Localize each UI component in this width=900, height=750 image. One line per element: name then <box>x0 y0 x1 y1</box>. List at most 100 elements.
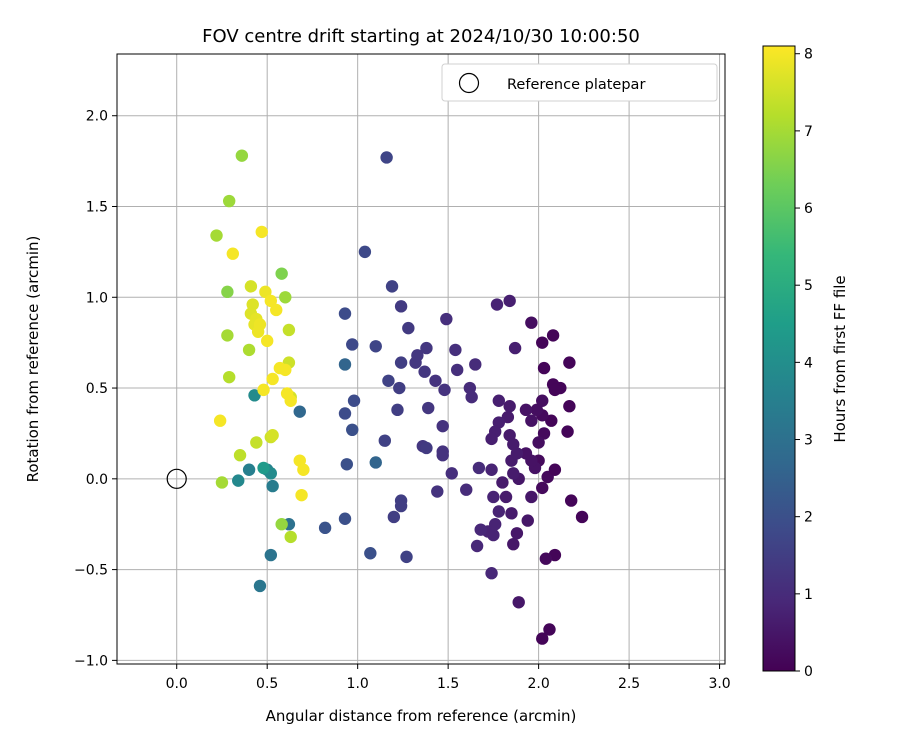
data-point <box>215 476 229 489</box>
data-point <box>521 514 534 527</box>
data-point <box>226 247 240 260</box>
y-tick-label: −1.0 <box>74 653 108 669</box>
data-point <box>318 521 332 535</box>
data-point <box>235 149 249 162</box>
data-point <box>561 425 574 438</box>
data-point <box>369 456 382 469</box>
data-point <box>282 323 296 337</box>
data-point <box>431 485 444 498</box>
data-point <box>503 400 516 413</box>
data-point <box>505 507 518 520</box>
x-axis-label: Angular distance from reference (arcmin) <box>266 707 577 725</box>
data-point <box>546 329 560 342</box>
data-point <box>420 341 433 355</box>
data-point <box>564 494 578 507</box>
data-point <box>382 374 395 387</box>
data-point <box>378 434 392 447</box>
data-point <box>422 401 435 415</box>
colorbar-tick-label: 7 <box>804 124 813 140</box>
data-point <box>232 474 245 487</box>
data-point <box>295 488 308 502</box>
data-point <box>525 414 538 427</box>
y-tick-label: 1.0 <box>86 290 108 306</box>
reference-platepar-marker <box>166 468 187 489</box>
data-point <box>242 343 256 357</box>
data-point <box>485 567 498 580</box>
data-point <box>380 151 393 164</box>
colorbar-tick-label: 6 <box>804 201 813 217</box>
data-point <box>510 527 524 540</box>
data-point <box>222 194 236 208</box>
data-point <box>537 361 551 375</box>
data-point <box>465 390 478 404</box>
data-point <box>418 365 431 378</box>
data-point <box>411 349 424 362</box>
data-point <box>438 383 451 397</box>
legend-marker-reference-platepar <box>458 72 480 94</box>
x-tick-label: 0.5 <box>256 676 278 692</box>
data-point <box>445 467 458 480</box>
data-point <box>279 291 292 304</box>
data-point <box>472 461 486 475</box>
data-point <box>347 394 361 407</box>
data-point <box>469 358 482 371</box>
data-point <box>387 510 401 524</box>
data-point <box>488 518 502 531</box>
data-point <box>394 499 408 513</box>
data-point <box>436 449 449 462</box>
data-point <box>364 547 377 560</box>
data-point <box>519 403 533 417</box>
data-point <box>221 285 234 299</box>
data-point <box>536 394 549 407</box>
legend-box <box>441 63 718 102</box>
data-point <box>257 383 270 397</box>
data-point <box>460 483 473 496</box>
data-point <box>393 381 406 395</box>
data-point <box>536 632 549 645</box>
data-point <box>394 300 408 313</box>
data-point <box>253 579 267 593</box>
data-point <box>470 539 484 553</box>
data-point <box>279 363 292 377</box>
axis-ticks: 0.0 0.5 1.0 1.5 2.0 2.5 3.0 −1.0 −0.5 0.0 0.5 1.0 1.… <box>74 109 731 692</box>
data-point <box>255 225 268 239</box>
colorbar-label: Hours from first FF file <box>831 275 849 442</box>
colorbar-tick-label: 8 <box>804 47 813 63</box>
data-point <box>222 370 236 384</box>
data-point <box>340 458 354 471</box>
data-point <box>284 530 297 544</box>
data-point <box>266 372 279 386</box>
data-point <box>436 419 449 433</box>
chart-title: FOV centre drift starting at 2024/10/30 … <box>202 26 640 47</box>
x-tick-label: 1.5 <box>437 676 459 692</box>
legend-label-reference-platepar: Reference platepar <box>507 77 645 93</box>
data-point <box>536 336 549 349</box>
colorbar-ticks: 0 1 2 3 4 5 6 7 8 <box>795 47 813 680</box>
data-point <box>260 334 274 348</box>
data-point <box>525 316 538 329</box>
data-point <box>508 341 522 355</box>
data-point <box>297 463 310 476</box>
data-point <box>338 512 352 525</box>
y-tick-label: 0.0 <box>86 472 108 488</box>
data-point <box>487 490 500 504</box>
data-point <box>485 432 498 446</box>
x-tick-label: 3.0 <box>708 676 730 692</box>
colorbar-tick-label: 1 <box>804 587 813 603</box>
data-point <box>530 403 544 417</box>
data-point <box>369 340 382 353</box>
data-point <box>474 523 487 536</box>
data-point <box>492 394 506 407</box>
data-point <box>338 407 352 420</box>
data-point <box>485 463 498 476</box>
data-point <box>221 329 234 342</box>
data-point <box>293 405 306 418</box>
data-point <box>539 552 553 565</box>
colorbar: 0 1 2 3 4 5 6 7 8 Hours from first FF file <box>762 45 849 680</box>
y-tick-label: −0.5 <box>74 563 108 579</box>
data-point <box>501 410 515 424</box>
data-point <box>233 449 247 462</box>
data-point <box>543 623 556 636</box>
data-point <box>394 356 408 369</box>
data-point <box>563 400 576 413</box>
